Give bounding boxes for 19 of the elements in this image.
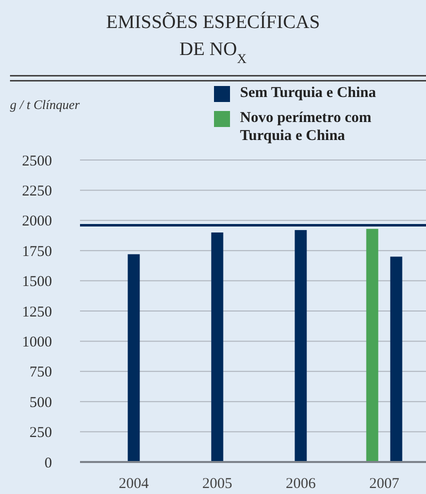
- y-tick-label: 2250: [22, 183, 52, 200]
- y-tick-label: 750: [30, 364, 52, 381]
- y-tick-label: 250: [30, 425, 52, 442]
- x-tick-label: 2007: [369, 476, 400, 492]
- y-tick-label: 2500: [22, 153, 52, 170]
- x-tick-label: 2005: [202, 476, 232, 492]
- x-tick-label: 2006: [286, 476, 316, 492]
- legend-label: Novo perímetro com Turquia e China: [240, 110, 372, 144]
- y-tick-label: 1750: [22, 244, 52, 260]
- legend-label: Sem Turquia e China: [240, 85, 377, 101]
- y-tick-label: 0: [44, 455, 52, 472]
- chart-title: EMISSÕES ESPECÍFICAS DE NO$_{X}$: [106, 11, 320, 66]
- y-tick-label: 1000: [22, 334, 52, 350]
- y-tick-label: 1500: [22, 274, 52, 290]
- y-tick-label: 500: [30, 394, 52, 411]
- y-tick-label: 2000: [22, 214, 52, 230]
- x-tick-label: 2004: [118, 476, 150, 492]
- y-axis-title: g / t Clínquer: [10, 97, 81, 112]
- y-tick-label: 1250: [22, 304, 52, 320]
